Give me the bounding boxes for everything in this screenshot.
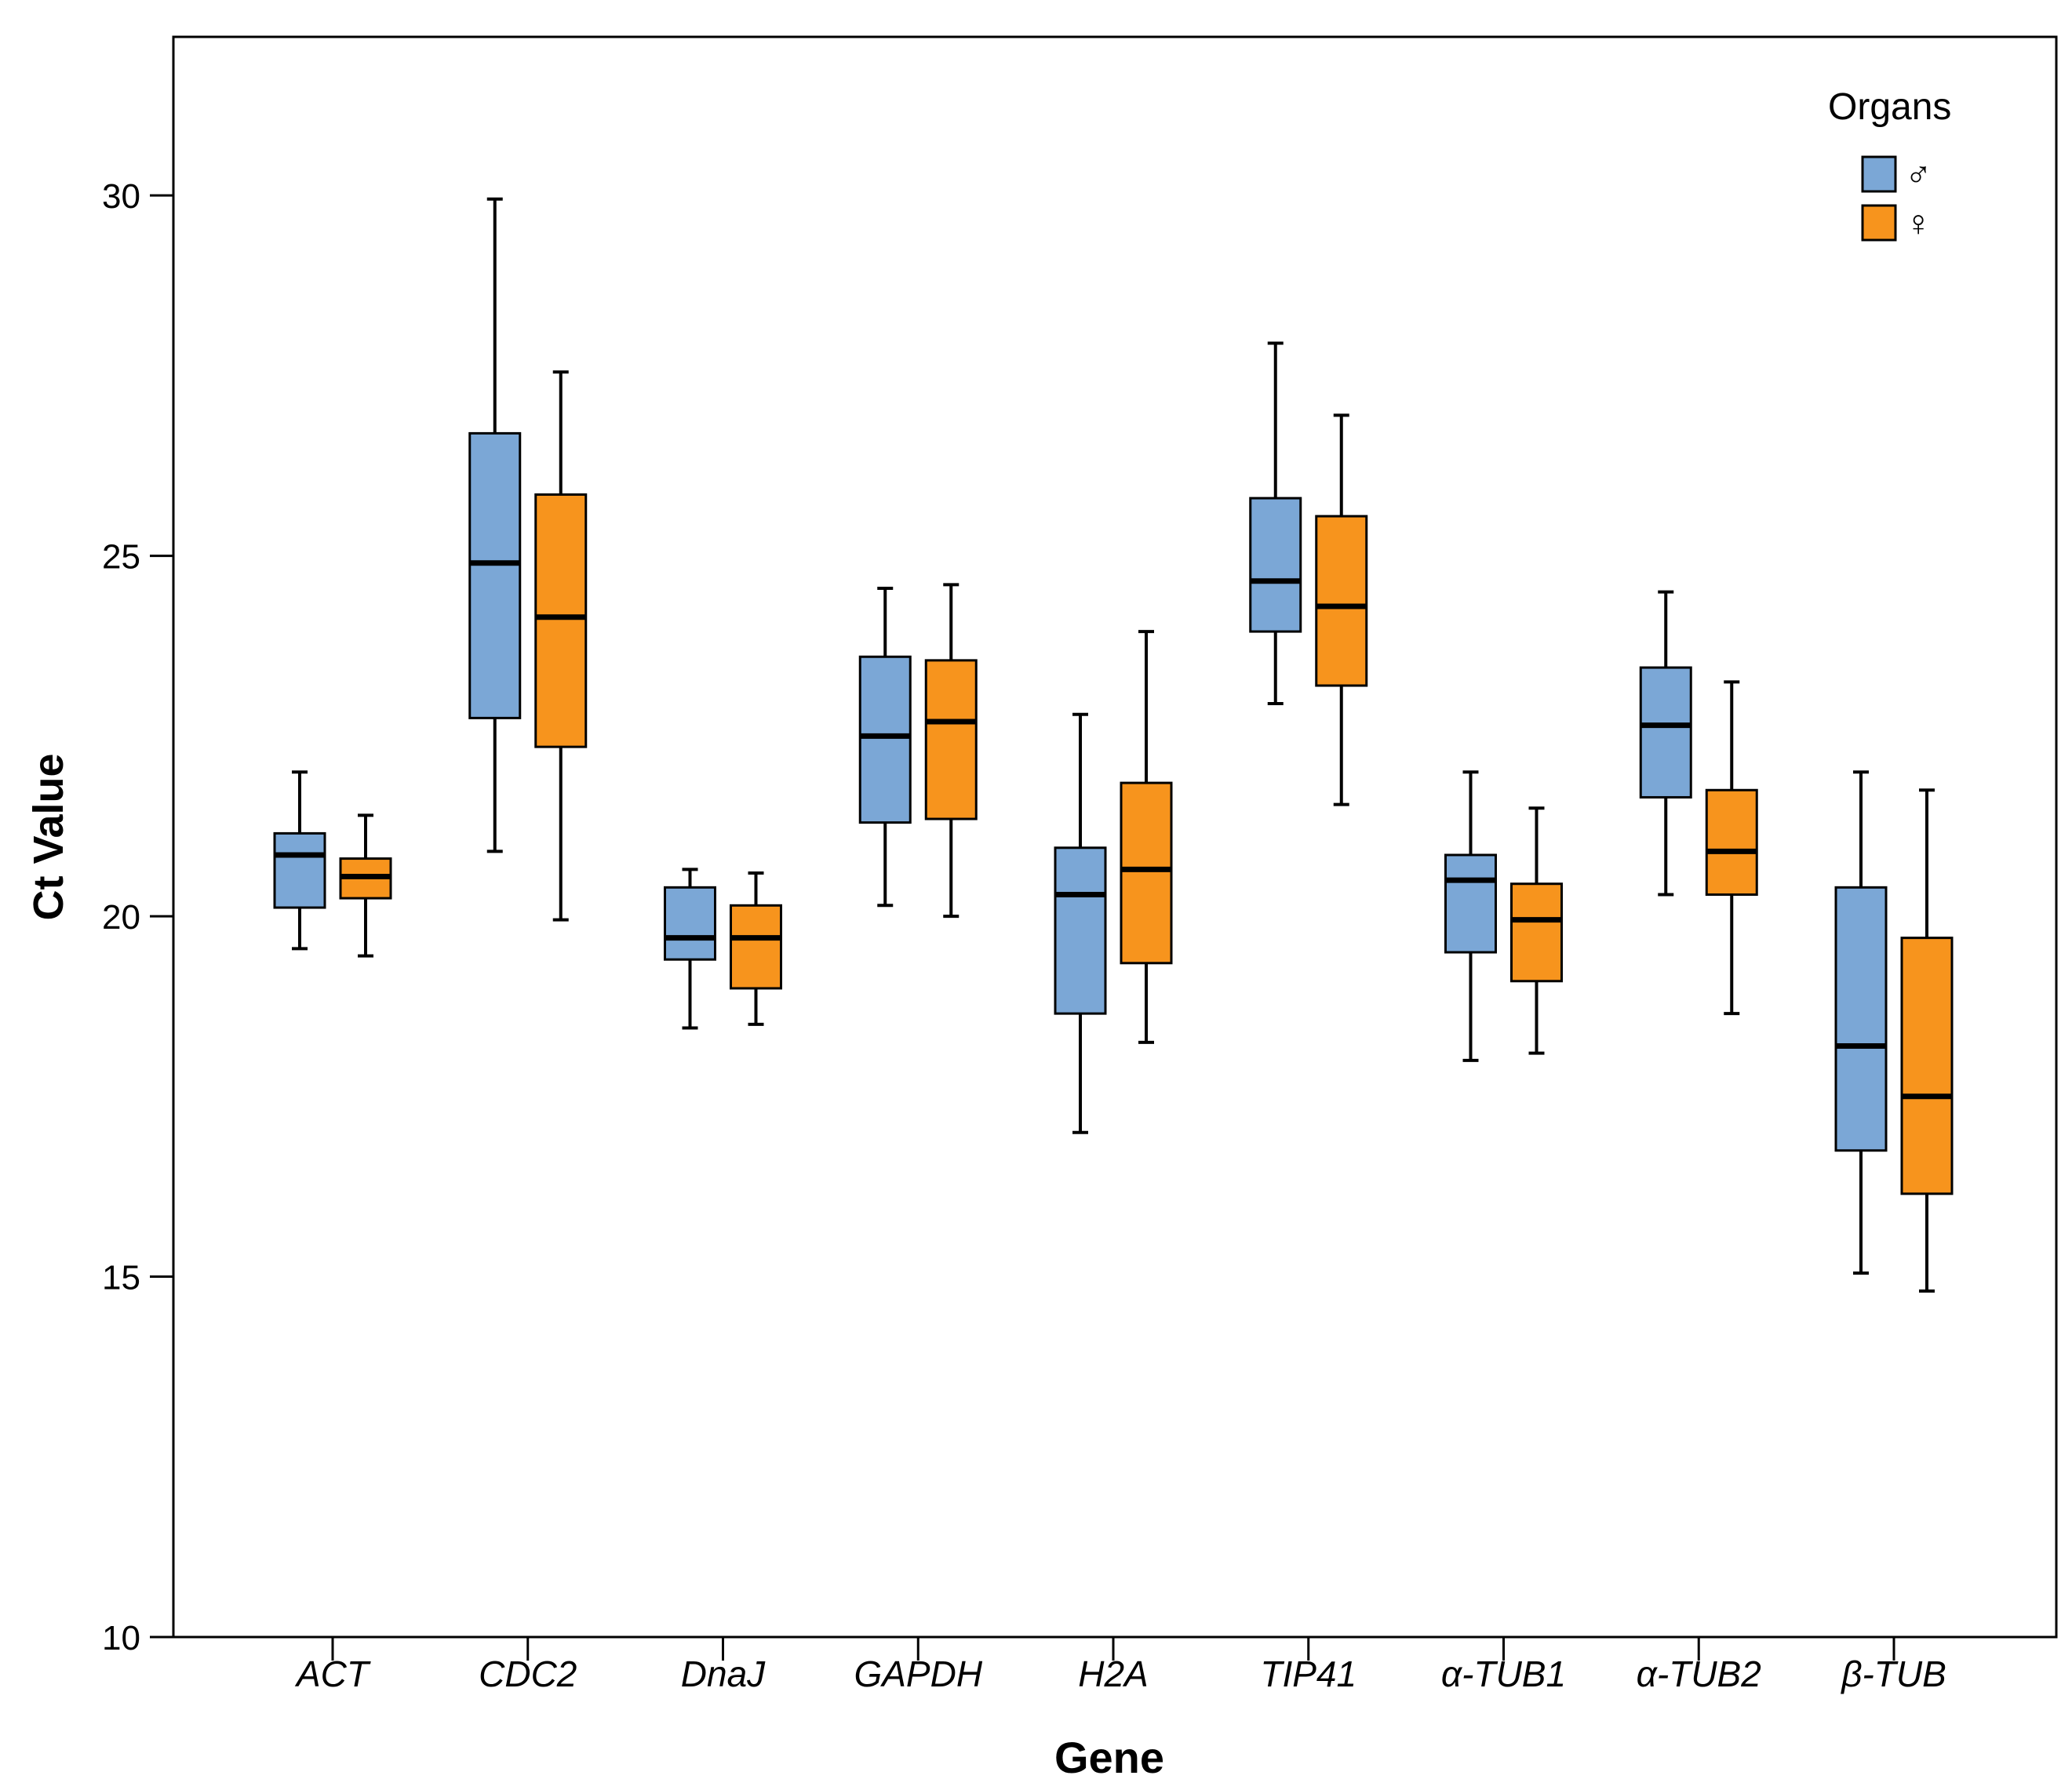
box-male-4 <box>1054 712 1107 1134</box>
iqr-box <box>730 904 782 990</box>
box-female-5 <box>1315 413 1368 806</box>
y-tick-label: 25 <box>102 538 140 577</box>
iqr-box <box>1900 937 1954 1195</box>
x-tick-label: α-TUB2 <box>1637 1654 1761 1694</box>
legend-label-male: ♂ <box>1905 154 1932 195</box>
box-male-3 <box>858 586 912 908</box>
box-series <box>273 197 1954 1293</box>
iqr-box <box>1639 666 1692 799</box>
box-male-1 <box>468 197 522 853</box>
box-female-3 <box>924 583 978 919</box>
iqr-box <box>534 493 588 748</box>
y-tick-label: 20 <box>102 898 140 937</box>
box-male-6 <box>1444 770 1497 1062</box>
legend: Organs ♂ ♀ <box>1828 86 1951 243</box>
x-axis: ACT CDC2 DnaJ GAPDH H2A TIP41 α-TUB1 α-TUB2 β-TU… <box>294 1637 1946 1694</box>
iqr-box <box>1120 781 1173 965</box>
box-female-7 <box>1705 680 1758 1016</box>
x-tick-label: TIP41 <box>1260 1654 1356 1694</box>
iqr-box <box>1444 853 1497 954</box>
iqr-box <box>924 659 978 820</box>
x-tick-label: α-TUB1 <box>1441 1654 1566 1694</box>
legend-swatch-female <box>1861 204 1897 242</box>
y-tick-label: 10 <box>102 1619 140 1657</box>
plot-frame <box>172 35 2058 1639</box>
box-female-0 <box>339 813 392 958</box>
box-female-1 <box>534 370 588 922</box>
y-axis: 10 15 20 25 30 <box>102 177 173 1657</box>
y-tick-label: 30 <box>102 177 140 216</box>
iqr-box <box>1315 515 1368 687</box>
box-female-6 <box>1510 806 1563 1055</box>
box-female-8 <box>1900 788 1954 1293</box>
x-tick-label: DnaJ <box>681 1654 766 1694</box>
legend-swatch-male <box>1861 155 1897 193</box>
box-male-5 <box>1249 341 1302 705</box>
iqr-box <box>1705 788 1758 897</box>
legend-title: Organs <box>1828 86 1951 128</box>
iqr-box <box>1249 497 1302 633</box>
x-axis-label: Gene <box>1054 1733 1164 1782</box>
box-male-0 <box>273 770 326 951</box>
y-tick-label: 15 <box>102 1259 140 1297</box>
iqr-box <box>273 831 326 909</box>
x-tick-label: CDC2 <box>479 1654 577 1694</box>
x-tick-label: H2A <box>1078 1654 1148 1694</box>
iqr-box <box>1510 882 1563 983</box>
x-tick-label: GAPDH <box>854 1654 982 1694</box>
x-tick-label: ACT <box>294 1654 371 1694</box>
iqr-box <box>858 655 912 824</box>
y-axis-label: Ct Value <box>25 753 72 920</box>
box-female-4 <box>1120 630 1173 1044</box>
iqr-box <box>664 886 716 961</box>
iqr-box <box>1834 886 1888 1152</box>
box-male-7 <box>1639 590 1692 897</box>
box-male-2 <box>664 868 716 1030</box>
box-male-8 <box>1834 770 1888 1275</box>
iqr-box <box>1054 846 1107 1015</box>
x-tick-label: β-TUB <box>1840 1654 1946 1694</box>
box-female-2 <box>730 871 782 1026</box>
legend-label-female: ♀ <box>1905 202 1932 243</box>
iqr-box <box>468 431 522 719</box>
